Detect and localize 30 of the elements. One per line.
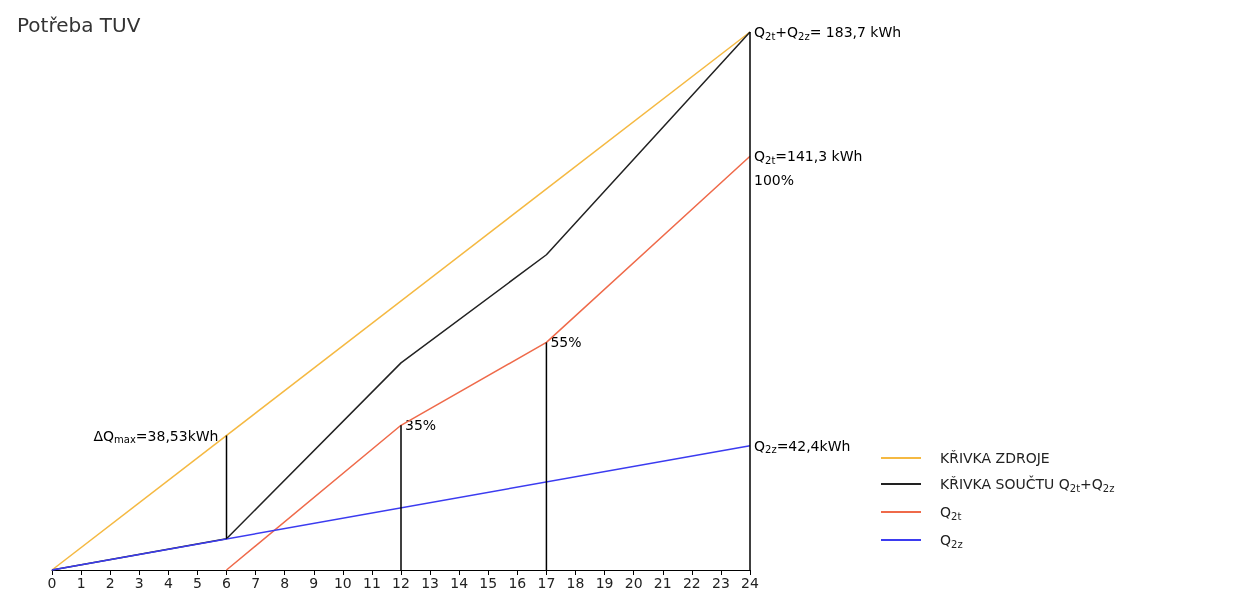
x-tick-label: 20 (624, 575, 643, 591)
x-tick-label: 10 (333, 575, 352, 591)
x-tick-label: 18 (566, 575, 585, 591)
x-tick-label: 5 (192, 575, 202, 591)
chart-title: Potřeba TUV (17, 13, 141, 37)
x-tick-label: 3 (134, 575, 144, 591)
x-tick-label: 17 (537, 575, 556, 591)
x-tick-label: 22 (682, 575, 701, 591)
x-tick-label: 2 (105, 575, 115, 591)
x-tick-label: 9 (309, 575, 319, 591)
annotation: 55% (550, 334, 582, 351)
x-tick-label: 16 (508, 575, 527, 591)
x-tick-label: 14 (450, 575, 469, 591)
x-tick-label: 24 (741, 575, 759, 591)
annotation: 35% (405, 417, 437, 434)
x-tick-label: 1 (76, 575, 86, 591)
x-tick-label: 7 (251, 575, 261, 591)
annotation: 100% (754, 172, 795, 189)
x-tick-label: 23 (712, 575, 730, 591)
x-tick-label: 21 (653, 575, 672, 591)
x-tick-label: 13 (421, 575, 439, 591)
x-tick-label: 6 (222, 575, 232, 591)
x-tick-label: 11 (363, 575, 381, 591)
x-tick-label: 12 (392, 575, 410, 591)
x-tick-label: 15 (479, 575, 498, 591)
x-tick-label: 8 (280, 575, 290, 591)
x-tick-label: 4 (163, 575, 173, 591)
legend-label: KŘIVKA ZDROJE (940, 450, 1050, 466)
x-tick-label: 19 (595, 575, 614, 591)
x-tick-label: 0 (47, 575, 57, 591)
